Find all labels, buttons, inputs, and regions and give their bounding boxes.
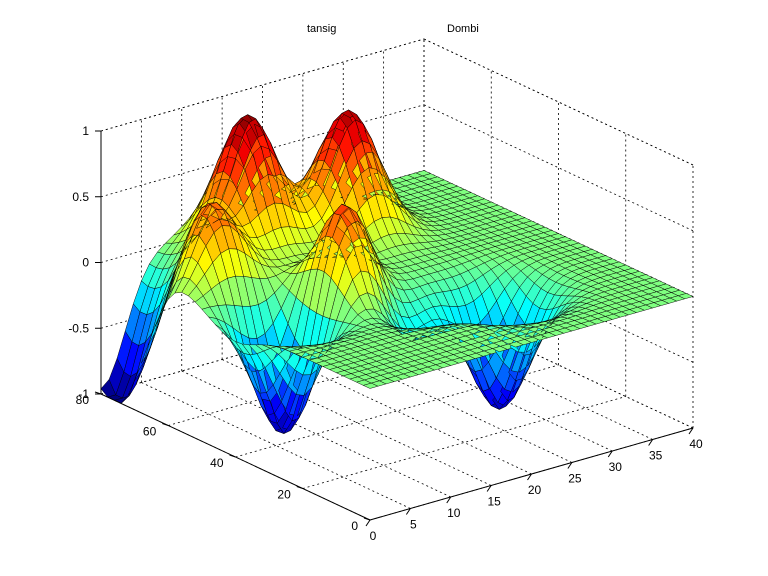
x-tick-label: 5 [410, 518, 417, 532]
x-tick-label: 25 [568, 472, 582, 486]
plot-title-tansig: tansig [307, 23, 336, 35]
x-tick-mark [486, 485, 492, 492]
x-tick-label: 20 [528, 483, 542, 497]
grid-top-side [423, 38, 694, 166]
x-tick-mark [405, 508, 411, 515]
surface-patch [677, 293, 694, 300]
grid-line-floor-y [302, 396, 626, 489]
y-tick-label: 20 [277, 488, 291, 502]
x-tick-label: 15 [487, 495, 501, 509]
y-tick-label: 0 [351, 519, 358, 533]
y-tick-label: 40 [210, 456, 224, 470]
x-tick-label: 40 [689, 437, 703, 451]
grid-line-floor-y [235, 364, 559, 458]
y-tick-mark [162, 423, 169, 426]
grid-line-side-z [423, 38, 694, 166]
z-tick-label: -0.5 [68, 321, 89, 335]
tick-labels: 0 5 10 15 20 25 30 35 40 0 20 40 60 80-1 -0.5 0 0.5 1 [68, 124, 703, 543]
z-tick-label: 1 [82, 124, 89, 138]
x-tick-mark [527, 473, 532, 481]
grid-line-back-z [100, 104, 425, 198]
x-tick-mark [567, 462, 573, 469]
grid-line-floor-x [181, 370, 451, 498]
x-tick-label: 30 [609, 460, 623, 474]
x-tick-mark [688, 427, 694, 435]
grid-line-floor-y [168, 333, 492, 426]
y-tick-label: 80 [76, 393, 90, 407]
plot-title-dombi: Dombi [447, 23, 479, 35]
grid-line-back-z [100, 301, 425, 395]
y-tick-label: 60 [143, 425, 157, 439]
x-tick-mark [446, 496, 452, 504]
x-tick-label: 10 [447, 506, 461, 520]
axes-frame [94, 130, 694, 527]
x-tick-mark [648, 439, 654, 446]
grid-line-back-z [100, 170, 425, 263]
z-tick-label: -1 [78, 387, 89, 401]
grid-top-back [100, 38, 425, 132]
y-tick-mark [363, 517, 371, 521]
x-tick-mark [365, 519, 371, 527]
y-tick-mark [229, 454, 236, 458]
x-tick-mark [607, 450, 613, 458]
x-tick-label: 35 [649, 449, 663, 463]
z-tick-label: 0.5 [72, 190, 89, 204]
x-tick-label: 0 [370, 529, 377, 543]
y-tick-mark [296, 486, 303, 489]
z-tick-label: 0 [82, 256, 89, 270]
surface-mesh [100, 109, 694, 434]
